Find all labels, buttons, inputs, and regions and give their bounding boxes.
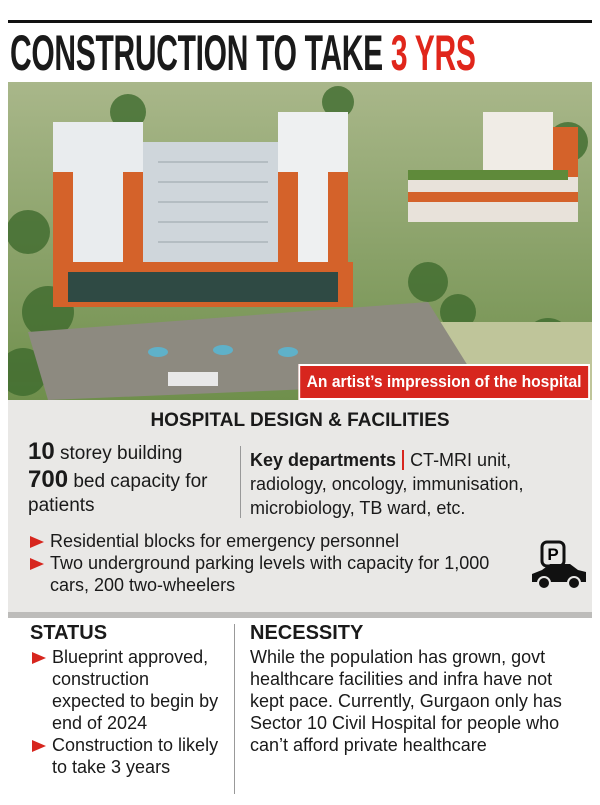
departments-label: Key departments — [250, 450, 405, 470]
stat-text: storey building — [59, 443, 183, 464]
necessity-column: NECESSITY While the population has grown… — [250, 622, 590, 756]
facility-bullets: Residential blocks for emergency personn… — [28, 530, 498, 596]
parking-letter: P — [547, 545, 558, 564]
status-heading: STATUS — [30, 622, 108, 644]
bullet: Residential blocks for emergency personn… — [28, 530, 498, 552]
main-building — [53, 112, 353, 307]
stat: 700 bed capacity for patients — [28, 468, 228, 518]
image-caption: An artist’s impression of the hospital — [298, 364, 590, 400]
headline-text: CONSTRUCTION TO TAKE — [10, 25, 383, 81]
section-heading: HOSPITAL DESIGN & FACILITIES — [150, 410, 450, 431]
stat-number: 700 — [28, 466, 69, 493]
headline: CONSTRUCTION TO TAKE 3 YRS — [10, 26, 476, 80]
status-bullets: Blueprint approved, construction expecte… — [30, 646, 226, 778]
stat: 10 storey building — [28, 440, 228, 466]
stat-number: 10 — [28, 438, 55, 465]
hospital-rendering — [8, 82, 592, 400]
parking-icon: P — [532, 540, 586, 590]
necessity-heading: NECESSITY — [250, 622, 364, 644]
divider — [234, 624, 235, 794]
residential-block — [408, 112, 578, 222]
separator-bar — [8, 612, 592, 618]
bullet: Blueprint approved, construction expecte… — [30, 646, 226, 734]
stat-text: bed capacity for patients — [28, 471, 208, 516]
departments: Key departments CT-MRI unit, radiology, o… — [250, 448, 580, 520]
top-rule — [8, 20, 592, 23]
headline-highlight: 3 YRS — [390, 25, 476, 81]
necessity-text: While the population has grown, govt hea… — [250, 647, 562, 755]
facilities-panel: HOSPITAL DESIGN & FACILITIES 10 storey b… — [8, 400, 592, 612]
stats: 10 storey building 700 bed capacity for … — [28, 440, 228, 520]
bullet: Two underground parking levels with capa… — [28, 552, 498, 596]
bullet: Construction to likely to take 3 years — [30, 734, 226, 778]
status-column: STATUS Blueprint approved, construction … — [30, 622, 226, 778]
divider — [240, 446, 241, 518]
departments-text: CT-MRI unit, radiology, oncology, immuni… — [250, 450, 524, 518]
